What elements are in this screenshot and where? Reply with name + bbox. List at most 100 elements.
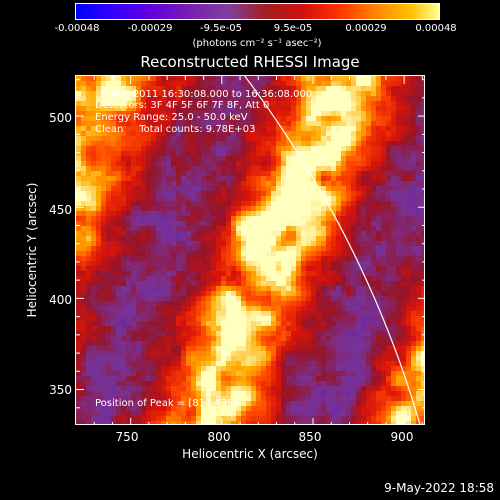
- heatmap-cell: [346, 126, 352, 132]
- heatmap-cell: [181, 371, 187, 377]
- heatmap-cell: [216, 216, 222, 222]
- heatmap-cell: [236, 421, 242, 424]
- heatmap-cell: [406, 211, 412, 217]
- heatmap-cell: [301, 326, 307, 332]
- heatmap-cell: [261, 376, 267, 382]
- heatmap-cell: [306, 196, 312, 202]
- heatmap-cell: [416, 186, 422, 192]
- heatmap-cell: [176, 91, 182, 97]
- heatmap-cell: [86, 96, 92, 102]
- heatmap-cell: [216, 141, 222, 147]
- heatmap-cell: [396, 411, 402, 417]
- heatmap-cell: [181, 246, 187, 252]
- heatmap-cell: [196, 156, 202, 162]
- heatmap-cell: [211, 151, 217, 157]
- heatmap-cell: [176, 191, 182, 197]
- heatmap-cell: [361, 301, 367, 307]
- heatmap-cell: [141, 411, 147, 417]
- heatmap-cell: [286, 246, 292, 252]
- heatmap-cell: [406, 361, 412, 367]
- heatmap-cell: [336, 326, 342, 332]
- heatmap-cell: [241, 181, 247, 187]
- heatmap-cell: [246, 126, 252, 132]
- heatmap-cell: [201, 256, 207, 262]
- heatmap-cell: [336, 211, 342, 217]
- heatmap-cell: [236, 81, 242, 87]
- heatmap-cell: [416, 111, 422, 117]
- heatmap-cell: [141, 396, 147, 402]
- heatmap-cell: [131, 216, 137, 222]
- heatmap-cell: [286, 411, 292, 417]
- heatmap-cell: [171, 381, 177, 387]
- heatmap-cell: [166, 251, 172, 257]
- heatmap-cell: [131, 116, 137, 122]
- heatmap-cell: [391, 261, 397, 267]
- heatmap-cell: [416, 161, 422, 167]
- heatmap-cell: [396, 256, 402, 262]
- heatmap-cell: [401, 291, 407, 297]
- heatmap-cell: [81, 391, 87, 397]
- heatmap-cell: [351, 236, 357, 242]
- heatmap-cell: [286, 316, 292, 322]
- heatmap-cell: [266, 306, 272, 312]
- heatmap-cell: [306, 206, 312, 212]
- heatmap-cell: [146, 346, 152, 352]
- heatmap-cell: [366, 151, 372, 157]
- heatmap-cell: [236, 406, 242, 412]
- heatmap-cell: [196, 81, 202, 87]
- heatmap-cell: [186, 366, 192, 372]
- heatmap-cell: [381, 416, 387, 422]
- heatmap-cell: [121, 261, 127, 267]
- heatmap-cell: [121, 171, 127, 177]
- heatmap-cell: [76, 346, 82, 352]
- heatmap-cell: [161, 91, 167, 97]
- heatmap-cell: [321, 316, 327, 322]
- heatmap-cell: [391, 116, 397, 122]
- heatmap-cell: [246, 316, 252, 322]
- heatmap-cell: [321, 276, 327, 282]
- heatmap-cell: [291, 241, 297, 247]
- heatmap-cell: [96, 386, 102, 392]
- heatmap-cell: [291, 416, 297, 422]
- heatmap-cell: [406, 301, 412, 307]
- heatmap-cell: [336, 106, 342, 112]
- heatmap-cell: [76, 371, 82, 377]
- heatmap-cell: [346, 146, 352, 152]
- heatmap-cell: [96, 231, 102, 237]
- heatmap-cell: [311, 326, 317, 332]
- heatmap-cell: [421, 331, 424, 337]
- heatmap-cell: [281, 346, 287, 352]
- heatmap-cell: [306, 356, 312, 362]
- heatmap-cell: [171, 251, 177, 257]
- heatmap-cell: [156, 411, 162, 417]
- heatmap-cell: [176, 266, 182, 272]
- heatmap-cell: [326, 361, 332, 367]
- heatmap-cell: [156, 331, 162, 337]
- heatmap-cell: [191, 376, 197, 382]
- heatmap-cell: [116, 416, 122, 422]
- heatmap-cell: [411, 341, 417, 347]
- heatmap-cell: [356, 336, 362, 342]
- heatmap-cell: [281, 281, 287, 287]
- heatmap-cell: [351, 131, 357, 137]
- heatmap-cell: [81, 366, 87, 372]
- heatmap-cell: [296, 261, 302, 267]
- heatmap-cell: [201, 416, 207, 422]
- heatmap-cell: [151, 336, 157, 342]
- heatmap-cell: [131, 341, 137, 347]
- heatmap-cell: [256, 136, 262, 142]
- heatmap-cell: [291, 91, 297, 97]
- heatmap-cell: [321, 91, 327, 97]
- heatmap-cell: [331, 221, 337, 227]
- heatmap-cell: [271, 261, 277, 267]
- heatmap-cell: [91, 341, 97, 347]
- heatmap-cell: [321, 336, 327, 342]
- heatmap-cell: [81, 416, 87, 422]
- heatmap-cell: [341, 151, 347, 157]
- heatmap-cell: [156, 281, 162, 287]
- heatmap-cell: [166, 216, 172, 222]
- heatmap-cell: [96, 136, 102, 142]
- clean-total-counts-text: Clean Total counts: 9.78E+03: [95, 124, 256, 135]
- heatmap-cell: [216, 381, 222, 387]
- heatmap-cell: [206, 116, 212, 122]
